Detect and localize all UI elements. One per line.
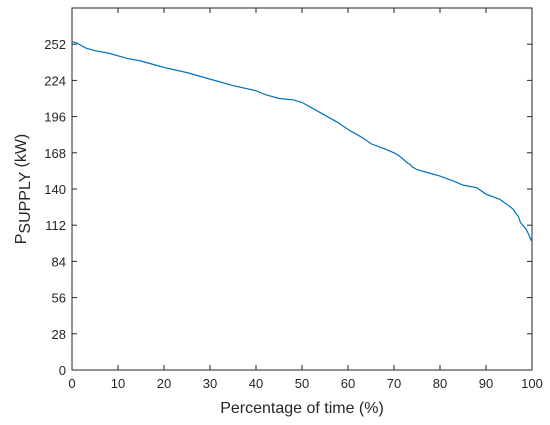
y-tick-label: 112: [45, 218, 66, 233]
y-tick-label: 196: [44, 110, 66, 125]
x-tick-label: 90: [479, 376, 493, 391]
y-axis: 0 28 56 84 112 140 168 196 224 252: [44, 37, 532, 378]
x-tick-label: 40: [249, 376, 263, 391]
x-tick-label: 10: [111, 376, 125, 391]
y-tick-label: 84: [52, 254, 66, 269]
y-tick-label: 224: [44, 73, 66, 88]
x-tick-label: 20: [157, 376, 171, 391]
y-tick-label: 252: [44, 37, 66, 52]
y-tick-label: 140: [44, 182, 66, 197]
x-tick-label: 100: [521, 376, 543, 391]
y-tick-label: 28: [52, 327, 66, 342]
x-tick-label: 50: [295, 376, 309, 391]
x-axis: 0 10 20 30 40 50 60 70 80 90 100: [68, 8, 543, 391]
plot-area: 0 10 20 30 40 50 60 70 80 90 100 0 28 56 84 112 140 168 1…: [44, 7, 543, 391]
x-tick-label: 60: [341, 376, 355, 391]
y-tick-label: 168: [44, 146, 66, 161]
series-line: [71, 41, 533, 243]
x-tick-label: 0: [68, 376, 75, 391]
y-tick-label: 56: [52, 291, 66, 306]
y-axis-title-base: P: [13, 234, 30, 245]
plot-frame: [71, 7, 533, 371]
x-tick-label: 80: [433, 376, 447, 391]
y-axis-title: PSUPPLY (kW): [13, 134, 34, 245]
y-axis-title-subscript: SUPPLY: [17, 171, 34, 233]
y-tick-label: 0: [59, 363, 66, 378]
x-tick-label: 30: [203, 376, 217, 391]
x-tick-label: 70: [387, 376, 401, 391]
y-axis-title-unit: (kW): [13, 134, 30, 172]
x-axis-title: Percentage of time (%): [220, 400, 384, 417]
